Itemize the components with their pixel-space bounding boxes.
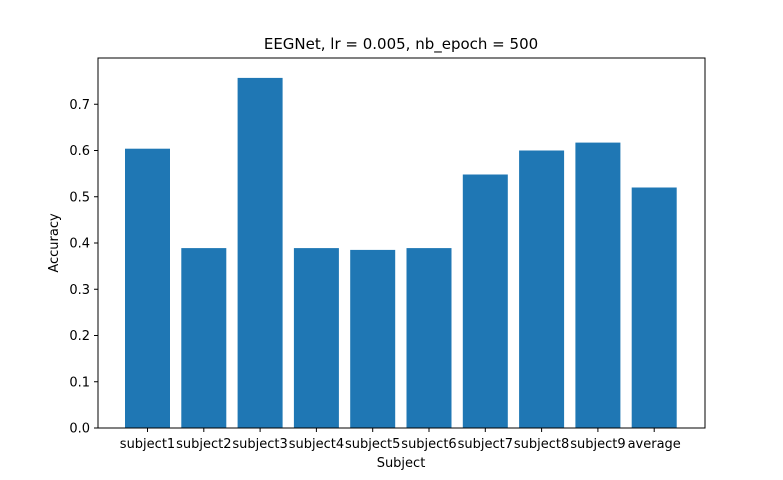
x-tick-label: subject9	[570, 437, 625, 452]
bar-subject7	[462, 174, 508, 428]
bar-subject2	[181, 248, 227, 428]
bar-subject6	[406, 248, 452, 428]
y-tick-label: 0.4	[69, 237, 90, 252]
x-tick-label: subject5	[345, 437, 400, 452]
y-axis-ticks: 0.0 0.1 0.2 0.3 0.4 0.5 0.6 0.7	[69, 98, 98, 437]
y-tick-label: 0.1	[69, 375, 90, 390]
plot-frame	[97, 57, 706, 429]
x-tick-label: subject6	[401, 437, 456, 452]
y-tick-label: 0.0	[69, 422, 90, 437]
bar-subject5	[350, 249, 396, 428]
y-tick-label: 0.5	[69, 190, 90, 205]
bars-group	[125, 77, 677, 429]
y-tick-label: 0.2	[69, 329, 90, 344]
x-tick-label: subject7	[458, 437, 513, 452]
x-tick-label: subject2	[176, 437, 231, 452]
bar-subject8	[519, 150, 565, 428]
y-tick-label: 0.6	[69, 144, 90, 159]
bar-subject1	[125, 148, 170, 428]
y-tick-label: 0.7	[69, 98, 90, 113]
bar-subject4	[293, 248, 339, 428]
x-axis-ticks: subject1 subject2 subject3 subject4 subject5…	[120, 428, 681, 452]
bar-average	[631, 187, 677, 428]
bar-subject3	[237, 77, 283, 429]
x-tick-label: subject1	[120, 437, 175, 452]
y-axis-label: Accuracy	[47, 213, 62, 273]
x-axis-label: Subject	[377, 456, 426, 471]
x-tick-label: subject4	[289, 437, 344, 452]
x-tick-label: subject3	[232, 437, 287, 452]
y-tick-label: 0.3	[69, 283, 90, 298]
x-tick-label: subject8	[514, 437, 569, 452]
chart-title: EEGNet, lr = 0.005, nb_epoch = 500	[264, 35, 538, 54]
bar-subject9	[575, 142, 621, 428]
x-tick-label: average	[628, 437, 681, 452]
